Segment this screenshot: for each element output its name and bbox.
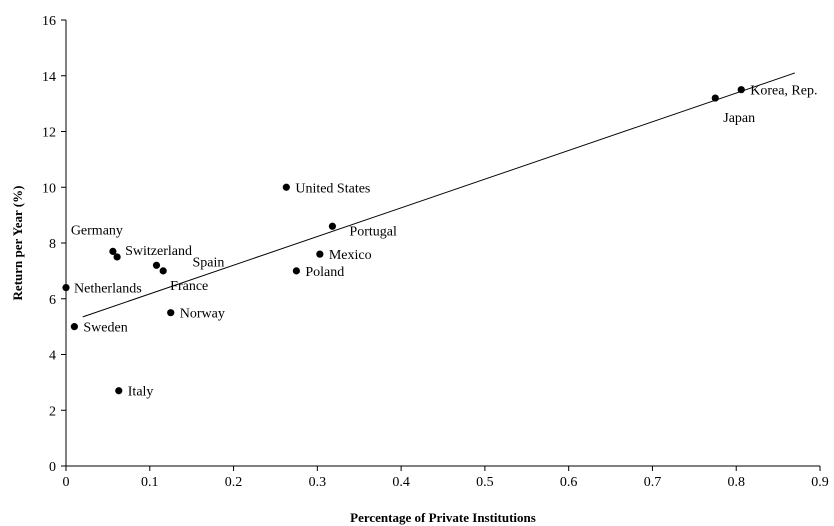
y-tick-label: 8 (49, 237, 56, 252)
data-point (737, 86, 745, 94)
point-label: Portugal (349, 224, 397, 239)
point-label: Japan (723, 111, 755, 126)
point-label: Poland (305, 265, 344, 280)
data-point (115, 387, 123, 395)
x-tick-label: 0 (63, 475, 70, 490)
y-tick-label: 10 (42, 181, 56, 196)
ticks: 0 0.1 0.2 0.3 0.4 0.5 0.6 0.7 0.8 0.9 0 2 4 6 8 10 12 14 1… (42, 14, 829, 490)
points-group (62, 86, 745, 395)
point-label: Switzerland (125, 244, 192, 259)
data-point (113, 253, 121, 261)
point-label: Sweden (83, 321, 127, 336)
data-point (167, 309, 175, 317)
x-tick-label: 0.4 (392, 475, 410, 490)
x-tick-label: 0.2 (225, 475, 243, 490)
data-point (282, 183, 290, 191)
trendline (82, 72, 796, 318)
point-label: Spain (192, 255, 224, 270)
data-point (292, 267, 300, 275)
y-tick-label: 2 (49, 404, 56, 419)
y-tick-label: 0 (49, 460, 56, 475)
y-tick-label: 14 (42, 70, 56, 85)
data-point (159, 267, 167, 275)
data-point (328, 222, 337, 230)
data-point (152, 261, 161, 269)
x-tick-label: 0.3 (309, 475, 327, 490)
point-label: France (170, 279, 208, 294)
point-label: Norway (180, 307, 225, 322)
x-axis-title: Percentage of Private Institutions (350, 510, 536, 525)
point-label: Italy (128, 385, 154, 400)
point-label: Korea, Rep. (750, 84, 817, 99)
x-tick-label: 0.8 (727, 475, 745, 490)
trendline-group (82, 72, 796, 318)
y-axis-title: Return per Year (%) (10, 186, 25, 301)
x-tick-label: 0.6 (560, 475, 578, 490)
data-point (711, 94, 719, 102)
y-tick-label: 16 (42, 14, 56, 29)
data-point (70, 323, 78, 331)
x-tick-label: 0.1 (141, 475, 159, 490)
point-label: Mexico (329, 248, 372, 263)
data-point (109, 247, 117, 255)
point-label: United States (295, 181, 370, 196)
point-label: Netherlands (74, 282, 142, 297)
y-tick-label: 6 (49, 293, 56, 308)
x-tick-label: 0.9 (811, 475, 829, 490)
data-point (62, 284, 70, 292)
x-tick-label: 0.5 (476, 475, 494, 490)
y-tick-label: 4 (49, 349, 56, 364)
x-tick-label: 0.7 (644, 475, 662, 490)
y-tick-label: 12 (42, 126, 56, 141)
point-label: Germany (71, 223, 123, 238)
data-point (316, 250, 324, 258)
